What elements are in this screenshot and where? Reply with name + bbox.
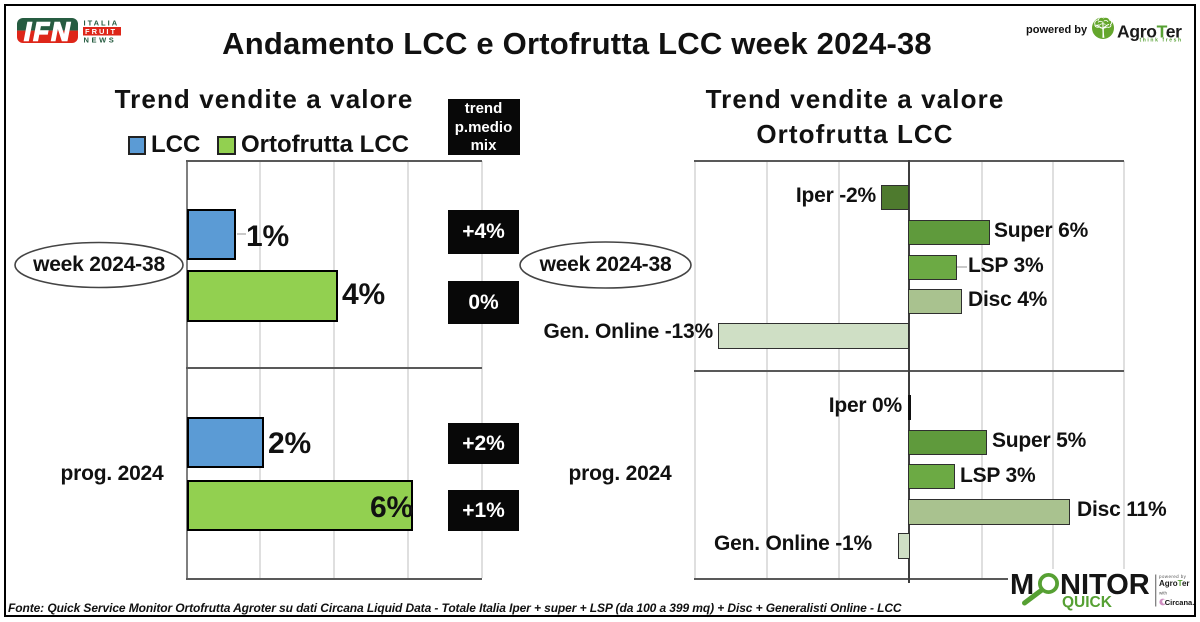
svg-text:NEWS: NEWS: [84, 36, 117, 45]
svg-text:AgroTer: AgroTer: [1117, 22, 1182, 42]
svg-text:think fresh: think fresh: [1140, 38, 1183, 44]
svg-text:powered by: powered by: [1159, 574, 1187, 579]
svg-text:NITOR: NITOR: [1060, 569, 1150, 601]
svg-text:FRUIT: FRUIT: [85, 27, 117, 36]
svg-text:AgroTer: AgroTer: [1159, 579, 1190, 588]
svg-text:IFN: IFN: [24, 17, 72, 47]
svg-text:QUICK: QUICK: [1062, 594, 1113, 611]
svg-text:ITALIA: ITALIA: [84, 19, 120, 28]
svg-text:with: with: [1159, 591, 1167, 596]
svg-text:Circana.: Circana.: [1165, 598, 1195, 607]
